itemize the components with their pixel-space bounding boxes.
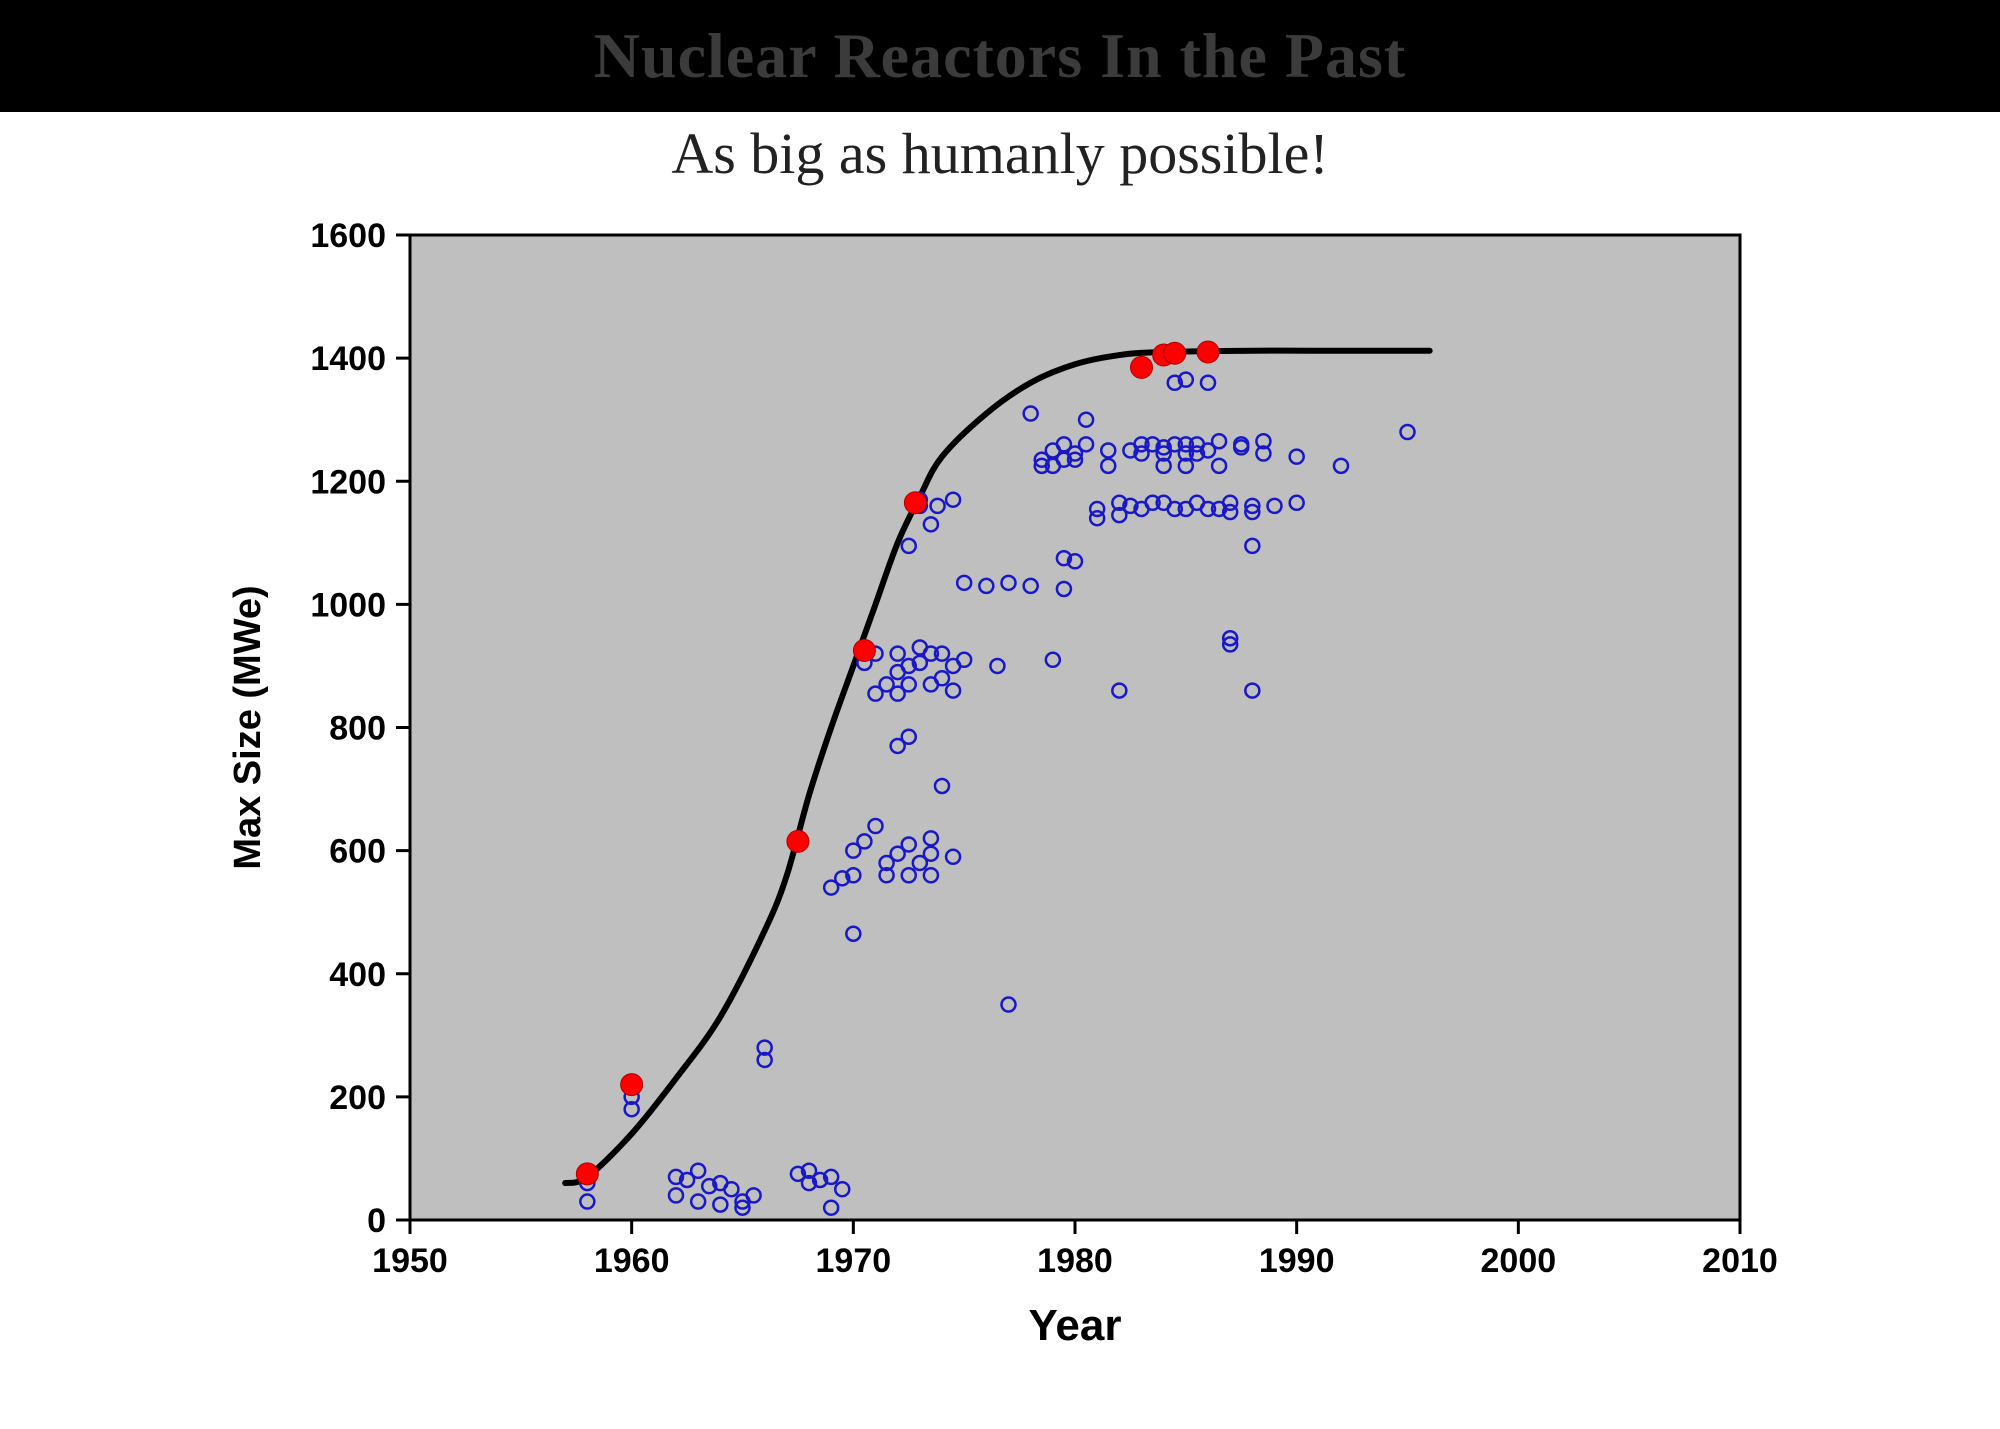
svg-text:2000: 2000 <box>1481 1242 1557 1280</box>
svg-text:1200: 1200 <box>310 463 386 501</box>
svg-text:1990: 1990 <box>1259 1242 1335 1280</box>
svg-text:Max Size (MWe): Max Size (MWe) <box>227 585 269 869</box>
svg-text:1400: 1400 <box>310 340 386 378</box>
header-bar: Nuclear Reactors In the Past <box>0 0 2000 112</box>
svg-text:600: 600 <box>329 833 386 871</box>
svg-text:1000: 1000 <box>310 586 386 624</box>
svg-text:2010: 2010 <box>1702 1242 1778 1280</box>
page-title: Nuclear Reactors In the Past <box>0 0 2000 112</box>
scatter-chart: 0 200 400 600 800 1000 1200 1400 1600 1950 1960 197… <box>180 187 1820 1367</box>
svg-text:1960: 1960 <box>594 1242 670 1280</box>
svg-text:1600: 1600 <box>310 217 386 255</box>
svg-text:800: 800 <box>329 710 386 748</box>
svg-text:1950: 1950 <box>372 1242 448 1280</box>
chart-container: 0 200 400 600 800 1000 1200 1400 1600 1950 1960 197… <box>180 187 1820 1367</box>
chart-subtitle: As big as humanly possible! <box>0 120 2000 187</box>
svg-text:1970: 1970 <box>816 1242 892 1280</box>
svg-text:1980: 1980 <box>1037 1242 1113 1280</box>
svg-text:0: 0 <box>367 1202 386 1240</box>
svg-text:Year: Year <box>1029 1301 1122 1350</box>
svg-text:200: 200 <box>329 1079 386 1117</box>
svg-text:400: 400 <box>329 956 386 994</box>
